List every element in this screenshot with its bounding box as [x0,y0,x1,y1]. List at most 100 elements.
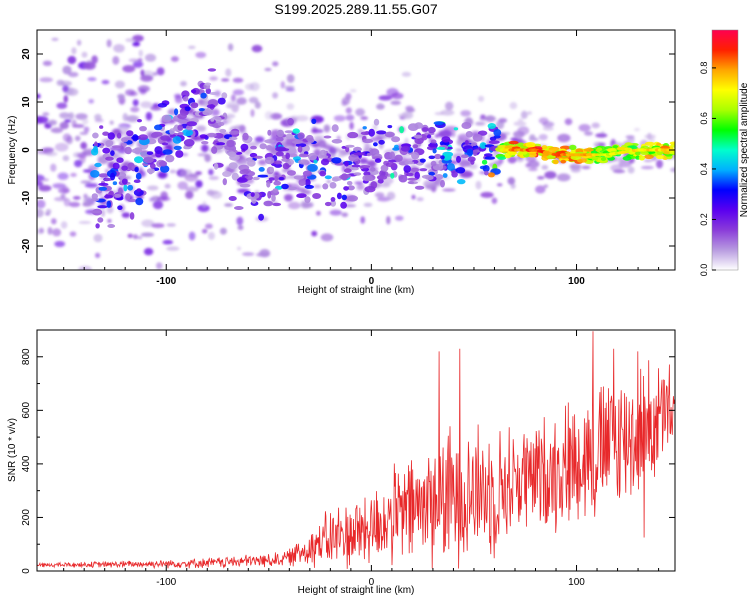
noise-blob [136,236,143,240]
noise-blob [264,111,274,120]
noise-blob [208,168,214,176]
ridge-blob [366,153,372,157]
ridge-blob [186,125,193,131]
ridge-blob [343,186,349,191]
noise-blob [311,143,320,148]
noise-blob [232,77,244,83]
ridge-blob [123,184,128,192]
noise-blob [80,141,88,150]
ridge-blob [134,166,139,173]
noise-blob [47,227,53,235]
ridge-blob [92,132,99,139]
noise-blob [644,134,656,139]
noise-blob [273,171,280,176]
ridge-blob [344,168,352,173]
ridge-blob [344,161,349,167]
noise-blob [133,234,138,240]
ridge-blob [211,146,218,154]
ridge-blob [390,172,395,179]
ridge-blob [136,188,142,192]
noise-blob [113,44,125,53]
ridge-blob [644,154,654,160]
noise-blob [584,131,593,136]
ridge-blob [351,164,361,168]
ridge-blob [340,201,347,209]
ridge-blob [161,114,172,123]
noise-blob [286,74,295,83]
noise-blob [349,121,354,130]
noise-blob [578,124,591,132]
noise-blob [395,215,404,221]
y-tick-label: 10 [21,96,32,108]
ridge-blob [600,157,607,161]
noise-blob [423,179,436,189]
noise-blob [434,133,440,138]
noise-blob [556,173,571,182]
noise-blob [157,171,168,179]
noise-blob [48,119,57,126]
ridge-blob [304,184,314,189]
ridge-blob [484,156,496,160]
ridge-blob [403,165,412,173]
ridge-blob [451,171,458,178]
ridge-blob [121,142,127,147]
noise-blob [188,45,196,50]
noise-blob [162,239,174,245]
ridge-blob [470,159,475,165]
noise-blob [188,231,196,241]
ridge-blob [293,175,305,180]
colorbar: 0.0 0.2 0.4 0.6 0.8 Normalized spectral ampl… [699,29,750,276]
noise-blob [250,109,255,118]
noise-blob [301,201,314,209]
noise-blob [230,94,236,102]
ridge-blob [481,159,488,165]
noise-blob [363,202,373,207]
ridge-blob [182,129,194,137]
noise-blob [177,181,188,190]
ridge-blob [392,147,400,151]
noise-blob [455,148,464,152]
ridge-blob [461,154,469,159]
noise-blob [595,133,608,138]
noise-blob [416,197,424,202]
ridge-blob [161,142,169,146]
ridge-blob [95,223,100,229]
noise-blob [272,92,279,99]
noise-blob [445,101,454,111]
ridge-blob [234,206,244,210]
ridge-blob [640,151,649,156]
ridge-blob [222,178,227,186]
noise-blob [286,103,295,110]
noise-blob [242,252,255,256]
ridge-blob [465,131,473,138]
noise-blob [510,183,516,189]
noise-blob [295,115,309,122]
noise-blob [51,218,57,225]
noise-blob [359,157,368,165]
ridge-blob [484,170,489,176]
noise-blob [45,151,58,157]
colorbar-tick-label: 0.8 [699,62,709,75]
noise-blob [355,108,365,117]
ridge-blob [114,193,122,198]
ridge-blob [129,212,135,220]
ridge-blob [644,141,655,146]
ridge-blob [217,97,226,105]
colorbar-tick-label: 0.6 [699,112,709,125]
noise-blob [272,61,279,67]
ridge-blob [441,136,451,143]
noise-blob [62,185,69,194]
noise-blob [206,189,214,197]
noise-blob [42,112,50,116]
ridge-blob [312,193,322,199]
ridge-blob [200,92,207,99]
ridge-blob [117,205,123,210]
noise-blob [208,231,215,240]
noise-blob [184,174,198,182]
noise-blob [406,108,416,113]
ridge-blob [93,145,98,153]
ridge-blob [411,151,420,160]
ridge-blob [105,140,112,148]
noise-blob [201,228,208,234]
